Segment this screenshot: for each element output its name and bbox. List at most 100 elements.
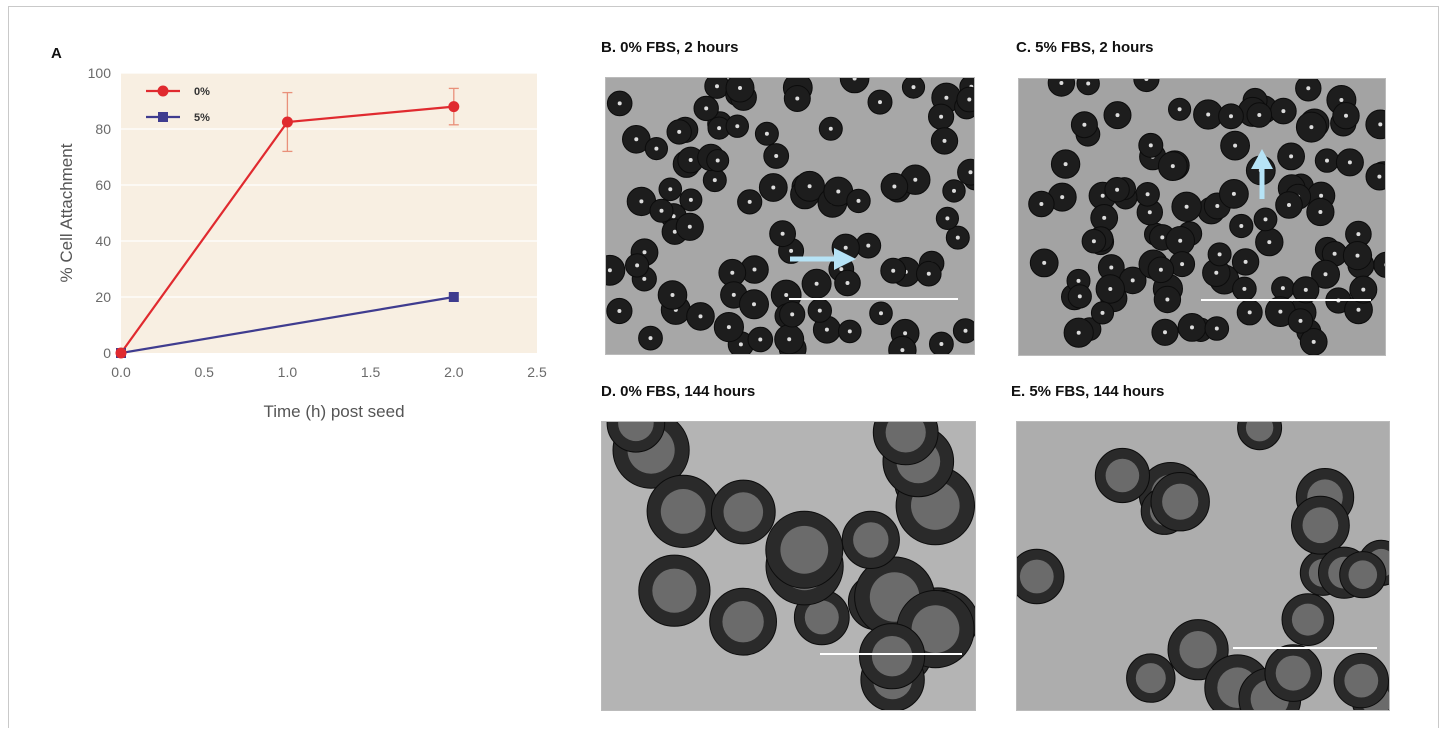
bead-center (731, 292, 736, 297)
bead-center (1130, 278, 1135, 283)
bead (606, 254, 626, 286)
bead-center (1105, 458, 1140, 493)
figure-frame: A 0 20 40 60 80 100 0.0 0.5 1.0 1.5 2.0 2.5 Time (h)… (8, 6, 1439, 728)
bead-center (939, 114, 944, 119)
bead-center (1275, 655, 1311, 691)
bead-center (668, 187, 673, 192)
bead-center (1135, 663, 1166, 694)
bead-center (1115, 113, 1120, 118)
bead-center (878, 100, 882, 105)
bead-center (704, 106, 709, 111)
beads-c (1028, 79, 1385, 355)
bead-center (1076, 278, 1081, 283)
bead-center (795, 96, 800, 101)
bead (1047, 79, 1076, 97)
bead-center (642, 250, 647, 255)
bead-center (1091, 239, 1096, 244)
bead-center (1162, 483, 1199, 520)
x-tick-label: 1.5 (361, 364, 381, 380)
y-tick-label: 60 (95, 177, 111, 193)
bead-center (843, 245, 848, 250)
bead-center (730, 270, 735, 275)
y-tick-label: 20 (95, 289, 111, 305)
bead-center (1180, 262, 1185, 267)
micrograph-c (1018, 78, 1386, 356)
bead-center (1247, 310, 1252, 315)
bead-center (1100, 310, 1105, 315)
bead-center (853, 522, 889, 558)
y-tick-label: 80 (95, 121, 111, 137)
bead-center (1109, 265, 1114, 270)
bead-center (1318, 210, 1323, 214)
bead-center (828, 126, 833, 131)
bead-center (652, 568, 697, 613)
bead-center (1184, 204, 1189, 209)
bead-center (968, 170, 973, 175)
bead-center (1060, 195, 1065, 200)
bead-center (967, 97, 972, 102)
micrograph-b-image (606, 78, 974, 354)
bead-center (752, 267, 757, 272)
bead-center (1170, 164, 1175, 169)
bead-center (607, 268, 612, 273)
bead (839, 78, 870, 94)
bead-center (903, 331, 908, 336)
legend-marker (158, 112, 168, 122)
data-point-0pct (448, 101, 460, 113)
bead-center (1289, 154, 1294, 159)
bead-center (1287, 203, 1291, 207)
bead-center (771, 185, 776, 190)
bead-center (687, 224, 692, 229)
bead-center (955, 235, 960, 240)
bead-center (891, 268, 896, 273)
bead-center (1039, 202, 1044, 206)
panel-b-title: B. 0% FBS, 2 hours (601, 39, 739, 56)
bead-center (1245, 422, 1274, 442)
bead (1076, 79, 1100, 96)
bead-center (1263, 217, 1268, 222)
legend-marker (157, 85, 169, 97)
bead-center (892, 184, 897, 189)
bead-center (1178, 238, 1183, 243)
line-chart: 0 20 40 60 80 100 0.0 0.5 1.0 1.5 2.0 2.5 Time (h) p… (57, 65, 547, 421)
bead-center (747, 199, 752, 204)
bead (956, 86, 974, 113)
bead-center (1319, 193, 1324, 198)
data-point-5pct (448, 292, 459, 302)
micrograph-b (605, 77, 975, 355)
bead-center (911, 85, 916, 90)
bead-center (1239, 224, 1244, 228)
bead-center (1233, 143, 1238, 148)
bead-center (1214, 326, 1219, 331)
bead-center (784, 293, 789, 297)
data-point-0pct (281, 116, 293, 128)
bead-center (1206, 112, 1211, 117)
bead-center (1356, 307, 1361, 312)
bead-center (817, 308, 822, 313)
bead-center (726, 325, 731, 330)
bead-center (789, 248, 794, 253)
bead-center (1325, 158, 1329, 163)
bead-center (1291, 603, 1324, 636)
y-tick-label: 40 (95, 233, 111, 249)
bead-center (1242, 286, 1247, 291)
bead-center (1190, 325, 1194, 330)
arrow-c (1251, 149, 1273, 199)
bead-center (618, 422, 654, 442)
bead-center (774, 154, 779, 158)
bead (1365, 162, 1385, 191)
bead-center (738, 342, 743, 347)
bead-center (642, 276, 647, 281)
bead-center (804, 600, 839, 635)
bead-center (715, 158, 720, 163)
bead-center (715, 84, 719, 89)
bead-center (735, 124, 740, 129)
bead-center (1229, 114, 1233, 119)
bead-center (752, 302, 756, 307)
x-axis-label: Time (h) post seed (263, 402, 404, 421)
bead-center (648, 336, 653, 341)
bead-center (654, 146, 659, 151)
bead-center (1059, 81, 1064, 85)
bead-center (617, 309, 622, 313)
bead-center (1302, 507, 1339, 544)
